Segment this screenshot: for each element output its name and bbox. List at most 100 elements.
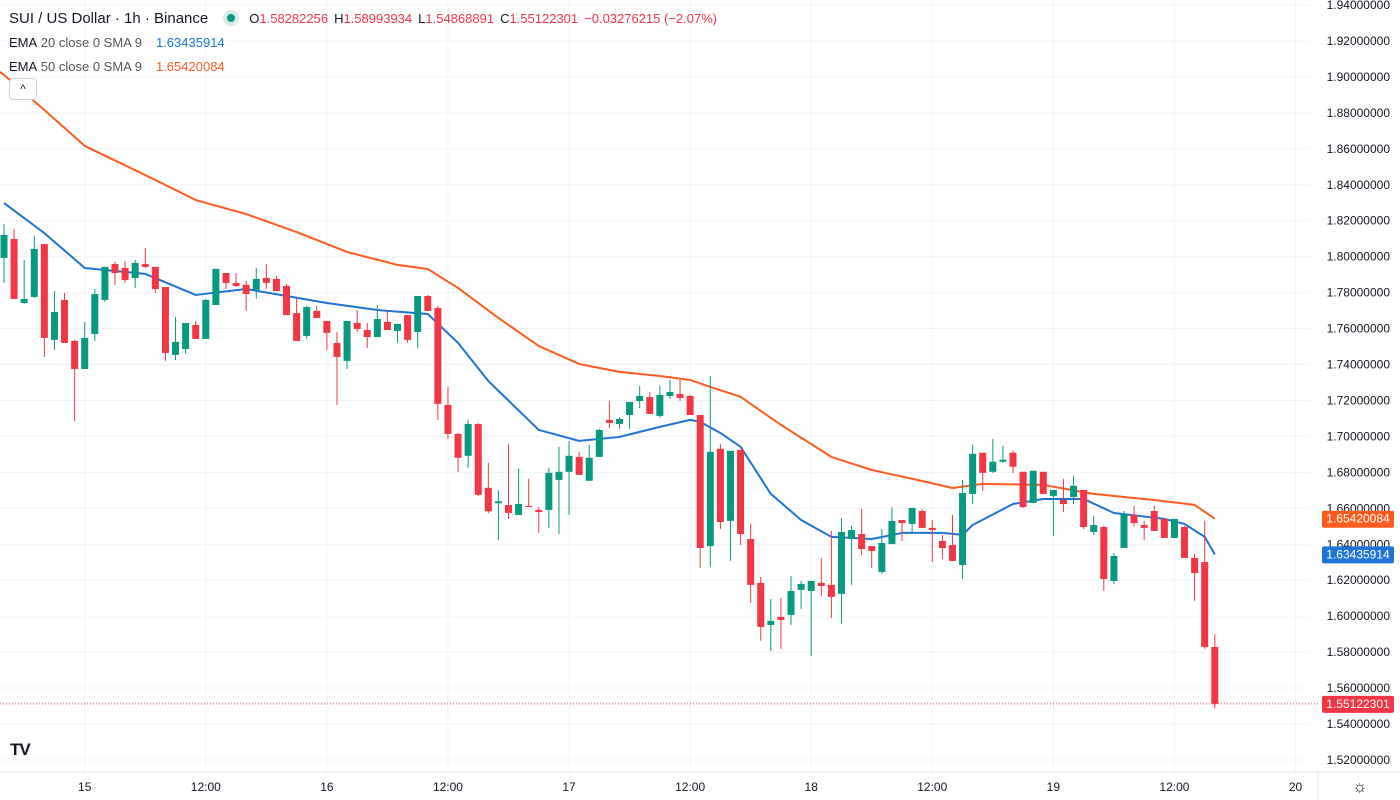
candle-body — [817, 582, 825, 586]
price-tick-label: 1.68000000 — [1327, 465, 1391, 479]
symbol-title[interactable]: SUI / US Dollar · 1h · Binance — [9, 9, 209, 27]
candle-up — [767, 598, 775, 651]
gear-icon[interactable]: ☼ — [1352, 777, 1368, 796]
collapse-legend-button[interactable]: ^ — [9, 78, 37, 100]
candle-body — [1049, 489, 1057, 496]
candle-body — [938, 541, 946, 549]
candle-up — [656, 385, 664, 418]
candle-down — [858, 509, 866, 556]
indicator-ema20[interactable]: EMA 20 close 0 SMA 9 1.63435914 — [9, 34, 225, 50]
candle-body — [151, 266, 159, 290]
candle-down — [938, 534, 946, 559]
candle-up — [30, 235, 38, 298]
candle-body — [262, 278, 270, 283]
candle-down — [1191, 553, 1199, 601]
candle-down — [272, 275, 280, 291]
candle-body — [192, 324, 200, 339]
candle-body — [898, 519, 906, 524]
indicator-ema50[interactable]: EMA 50 close 0 SMA 9 1.65420084 — [9, 58, 225, 74]
candle-down — [737, 449, 745, 545]
ohlc-high: H1.58993934 — [334, 10, 413, 26]
price-tick-label: 1.80000000 — [1327, 250, 1391, 264]
candle-up — [636, 385, 644, 408]
candle-body — [505, 505, 512, 513]
price-tick-label: 1.82000000 — [1327, 214, 1391, 228]
candle-body — [464, 423, 472, 456]
candle-down — [1059, 478, 1067, 512]
candle-down — [121, 260, 129, 283]
candle-body — [726, 450, 734, 521]
candle-down — [1150, 505, 1158, 531]
candle-up — [615, 416, 623, 429]
candle-up — [172, 317, 180, 361]
candle-up — [1090, 516, 1098, 536]
candle-up — [626, 401, 634, 429]
candle-body — [1160, 518, 1168, 538]
candle-down — [192, 321, 200, 339]
candle-body — [494, 501, 502, 504]
candle-body — [252, 278, 260, 290]
candle-down — [757, 576, 765, 641]
candle-body — [101, 266, 109, 300]
candle-up — [555, 446, 563, 535]
candle-up — [131, 259, 139, 288]
candle-down — [525, 478, 533, 508]
price-axis[interactable]: 1.94000000 1.92000000 1.90000000 1.88000000… — [1327, 0, 1391, 767]
candle-down — [363, 322, 371, 348]
candle-body — [1059, 500, 1067, 504]
market-status-icon[interactable] — [223, 10, 240, 26]
candle-down — [918, 509, 926, 528]
candle-down — [434, 305, 442, 421]
candle-body — [363, 329, 371, 337]
candle-down — [676, 379, 684, 401]
last-price-tag-bg — [1322, 695, 1394, 713]
candle-up — [464, 419, 472, 468]
candle-body — [1070, 485, 1078, 497]
price-tick-label: 1.62000000 — [1327, 573, 1391, 587]
candle-up — [202, 298, 210, 339]
candle-body — [1090, 525, 1098, 533]
ema50-price-tag: 1.65420084 — [1326, 512, 1390, 526]
candle-down — [1181, 525, 1189, 558]
time-axis[interactable]: 15 12:00 16 12:00 17 12:00 18 12:00 19 12:00 20 — [0, 771, 1400, 800]
candle-down — [696, 415, 704, 568]
candle-down — [40, 244, 48, 357]
candle-body — [595, 429, 603, 457]
candle-body — [837, 532, 845, 594]
candle-body — [1080, 489, 1088, 527]
candle-down — [575, 451, 583, 475]
candle-body — [404, 315, 412, 340]
candle-body — [1029, 470, 1037, 503]
candle-up — [343, 321, 351, 369]
candle-up — [878, 528, 886, 574]
candle-up — [1070, 475, 1078, 504]
candle-up — [50, 290, 58, 350]
candle-body — [636, 395, 644, 401]
candle-down — [293, 297, 301, 341]
tradingview-logo[interactable]: TV — [10, 740, 31, 759]
symbol-row: SUI / US Dollar · 1h · Binance O1.582822… — [9, 6, 723, 30]
candle-up — [0, 223, 8, 283]
price-tick-label: 1.54000000 — [1327, 717, 1391, 731]
candle-up — [595, 428, 603, 457]
candle-up — [959, 479, 967, 579]
price-tick-label: 1.88000000 — [1327, 106, 1391, 120]
candle-body — [535, 509, 543, 512]
candle-up — [101, 266, 109, 302]
ohlc-low: L1.54868891 — [418, 10, 495, 26]
candle-down — [151, 266, 159, 293]
candle-body — [383, 321, 391, 330]
price-tick-label: 1.78000000 — [1327, 286, 1391, 300]
candle-up — [414, 296, 422, 348]
price-tick-label: 1.72000000 — [1327, 393, 1391, 407]
candle-down — [1211, 634, 1219, 709]
candle-body — [666, 392, 674, 396]
candle-body — [737, 449, 745, 535]
candle-body — [1019, 471, 1027, 508]
candle-body — [474, 423, 482, 495]
candle-body — [797, 583, 805, 590]
candle-body — [1201, 562, 1209, 647]
chart-legend: SUI / US Dollar · 1h · Binance O1.582822… — [9, 6, 723, 78]
candle-body — [696, 415, 704, 549]
